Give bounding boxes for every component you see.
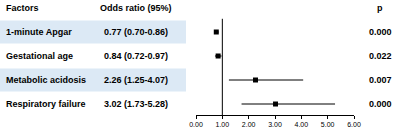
svg-text:5.00: 5.00 <box>321 121 335 128</box>
svg-text:0.77 (0.70-0.86): 0.77 (0.70-0.86) <box>104 27 168 37</box>
svg-text:1-minute Apgar: 1-minute Apgar <box>6 27 72 37</box>
svg-text:0.000: 0.000 <box>369 99 392 109</box>
svg-text:4.00: 4.00 <box>295 121 309 128</box>
svg-text:p: p <box>377 3 383 13</box>
svg-text:2.26 (1.25-4.07): 2.26 (1.25-4.07) <box>104 75 168 85</box>
svg-text:6.00: 6.00 <box>347 121 361 128</box>
svg-text:0.022: 0.022 <box>369 51 392 61</box>
svg-text:Factors: Factors <box>6 3 39 13</box>
svg-text:3.02 (1.73-5.28): 3.02 (1.73-5.28) <box>104 99 168 109</box>
svg-text:1.00: 1.00 <box>216 121 230 128</box>
svg-text:3.00: 3.00 <box>268 121 282 128</box>
svg-text:0.007: 0.007 <box>369 75 392 85</box>
svg-text:Odds ratio (95%): Odds ratio (95%) <box>100 3 172 13</box>
svg-text:Metabolic acidosis: Metabolic acidosis <box>6 75 86 85</box>
svg-text:0.00: 0.00 <box>189 121 203 128</box>
svg-text:0.000: 0.000 <box>369 27 392 37</box>
svg-text:2.00: 2.00 <box>242 121 256 128</box>
svg-text:Gestational age: Gestational age <box>6 51 73 61</box>
svg-text:Respiratory failure: Respiratory failure <box>6 99 86 109</box>
svg-text:0.84 (0.72-0.97): 0.84 (0.72-0.97) <box>104 51 168 61</box>
